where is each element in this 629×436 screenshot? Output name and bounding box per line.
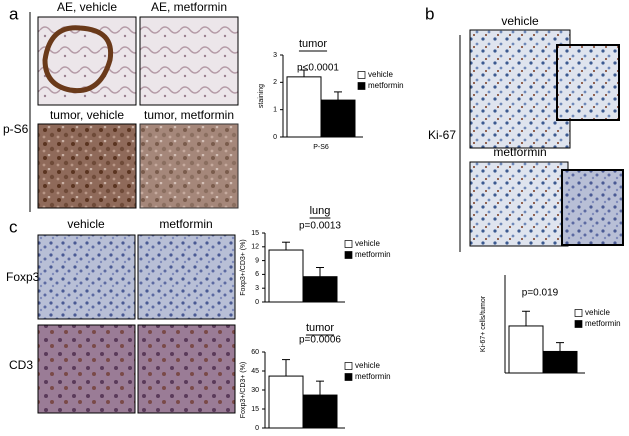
- x-tick-label: P-S6: [313, 144, 329, 151]
- legend-label: metformin: [355, 372, 391, 381]
- panel-label: c: [9, 217, 18, 236]
- bar: [268, 249, 304, 303]
- chart-title: tumor: [306, 322, 334, 334]
- legend-label: metformin: [355, 250, 391, 259]
- bar: [508, 325, 544, 374]
- y-tick-label: 30: [251, 387, 259, 394]
- row-label: Ki-67: [428, 128, 456, 142]
- legend-swatch: [574, 320, 583, 328]
- column-label: metformin: [159, 217, 212, 231]
- legend-label: vehicle: [355, 361, 380, 370]
- y-axis-label: staining: [258, 84, 265, 108]
- legend-label: metformin: [368, 81, 404, 90]
- y-tick-label: 15: [251, 406, 259, 413]
- legend-swatch: [574, 309, 583, 317]
- image-caption: tumor, metformin: [144, 108, 234, 122]
- annotation: p=0.019: [522, 288, 559, 299]
- row-label: p-S6: [3, 122, 29, 136]
- y-tick-label: 12: [251, 244, 259, 251]
- micrograph: [137, 324, 236, 414]
- y-tick-label: 0: [255, 299, 259, 306]
- row-label: CD3: [9, 358, 33, 372]
- row-label: Foxp3: [6, 270, 40, 284]
- legend-label: vehicle: [368, 70, 393, 79]
- micrograph: [469, 29, 571, 149]
- micrograph: [137, 234, 236, 320]
- legend-swatch: [344, 240, 353, 248]
- legend-swatch: [344, 362, 353, 370]
- chart-title: lung: [310, 205, 331, 217]
- legend-label: metformin: [585, 319, 621, 328]
- y-tick-label: 3: [255, 285, 259, 292]
- y-axis-label: Ki-67+ cells/tumor: [480, 295, 487, 352]
- image-caption: tumor, vehicle: [50, 108, 124, 122]
- bar: [268, 375, 304, 429]
- inset: [556, 44, 620, 121]
- micrograph: [37, 234, 136, 320]
- y-tick-label: 6: [255, 271, 259, 278]
- bar: [542, 350, 578, 374]
- panel-label: b: [425, 4, 434, 23]
- bar: [302, 276, 338, 303]
- y-tick-label: 9: [255, 257, 259, 264]
- legend-swatch: [344, 251, 353, 259]
- annotation: p=0.0006: [299, 335, 341, 346]
- micrograph: [139, 123, 239, 209]
- y-tick-label: 1: [273, 107, 277, 114]
- y-tick-label: 2: [273, 79, 277, 86]
- inset: [561, 169, 624, 246]
- y-tick-label: 0: [255, 425, 259, 432]
- y-tick-label: 3: [273, 52, 277, 59]
- micrograph: [37, 123, 137, 209]
- legend-swatch: [357, 82, 366, 90]
- legend-label: vehicle: [585, 308, 610, 317]
- annotation: p<0.0001: [297, 63, 339, 74]
- micrograph: [139, 16, 239, 106]
- image-caption: AE, metformin: [151, 0, 227, 14]
- legend-swatch: [344, 373, 353, 381]
- bar: [320, 99, 356, 138]
- micrograph: [469, 161, 569, 247]
- legend-swatch: [357, 71, 366, 79]
- image-caption: AE, vehicle: [57, 0, 117, 14]
- annotation: p=0.0013: [299, 221, 341, 232]
- legend-label: vehicle: [355, 239, 380, 248]
- panel-label: a: [9, 4, 19, 23]
- image-caption: vehicle: [501, 14, 539, 28]
- micrograph: [37, 16, 137, 106]
- stain: [42, 25, 114, 94]
- bar: [302, 394, 338, 429]
- column-label: vehicle: [67, 217, 105, 231]
- image-caption: metformin: [493, 145, 546, 159]
- y-tick-label: 15: [251, 230, 259, 237]
- bar: [286, 76, 322, 138]
- chart-title: tumor: [299, 38, 327, 50]
- y-tick-label: 0: [273, 134, 277, 141]
- y-axis-label: Foxp3+/CD3+ (%): [240, 362, 247, 418]
- y-tick-label: 45: [251, 368, 259, 375]
- y-axis-label: Foxp3+/CD3+ (%): [240, 239, 247, 295]
- y-tick-label: 60: [251, 349, 259, 356]
- micrograph: [37, 324, 136, 414]
